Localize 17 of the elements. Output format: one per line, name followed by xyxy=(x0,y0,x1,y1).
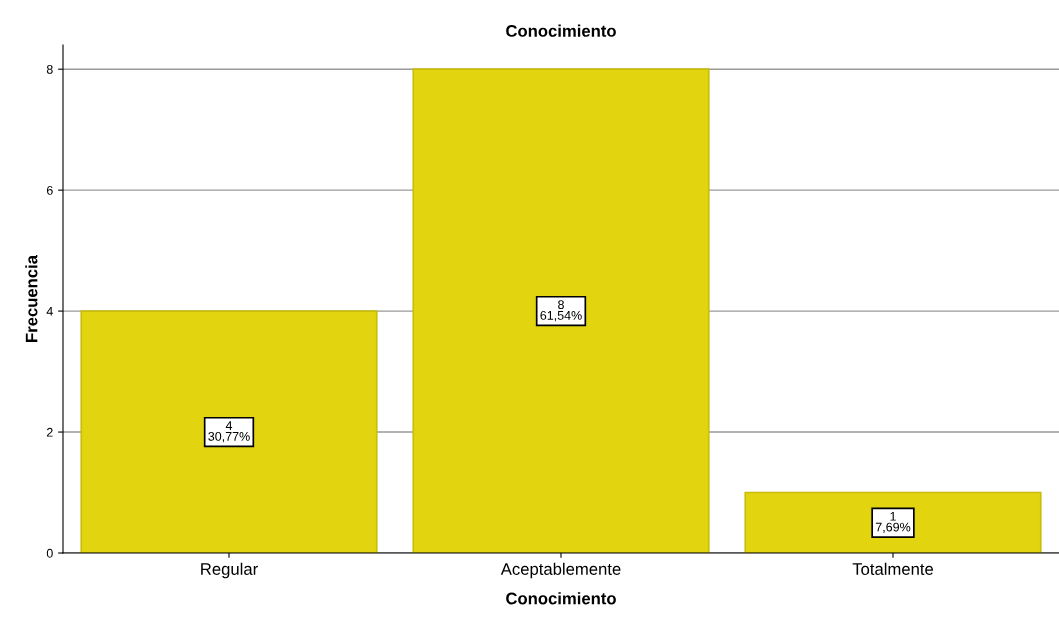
x-tick-label: Totalmente xyxy=(852,562,934,575)
y-tick-label: 6 xyxy=(46,185,53,195)
y-tick-label: 2 xyxy=(46,427,53,437)
chart-title: Conocimiento xyxy=(506,24,616,37)
y-tick-label: 0 xyxy=(46,548,53,558)
data-label: 8 61,54% xyxy=(540,300,582,322)
y-tick-label: 8 xyxy=(46,64,53,74)
bar xyxy=(80,310,378,553)
bar xyxy=(412,68,710,553)
bar xyxy=(744,491,1042,553)
x-tick-label: Regular xyxy=(201,562,258,579)
data-label: 4 30,77% xyxy=(208,421,250,443)
y-axis-title: Frecuencia xyxy=(25,254,38,342)
x-axis-title: Conocimiento xyxy=(506,592,616,605)
y-tick-label: 4 xyxy=(46,307,53,316)
x-tick-label: Aceptablemente xyxy=(500,562,621,579)
data-label: 1 7,69% xyxy=(875,512,911,533)
